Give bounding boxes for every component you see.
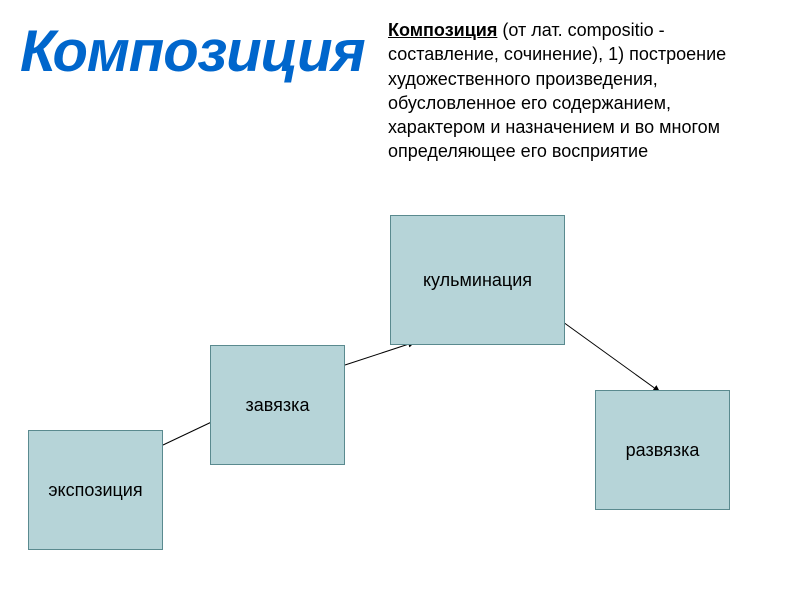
definition-body: (от лат. compositio - составление, сочин… (388, 20, 726, 161)
definition-block: Композиция (от лат. compositio - составл… (388, 18, 728, 164)
definition-term: Композиция (388, 20, 497, 40)
diagram-edge (563, 322, 660, 392)
diagram-node-label: развязка (626, 440, 700, 461)
diagram-edge (345, 342, 415, 365)
diagram-node-label: завязка (246, 395, 310, 416)
diagram-node: кульминация (390, 215, 565, 345)
diagram-node: развязка (595, 390, 730, 510)
diagram-node-label: кульминация (423, 270, 532, 291)
diagram-node-label: экспозиция (48, 480, 142, 501)
diagram-node: завязка (210, 345, 345, 465)
diagram-node: экспозиция (28, 430, 163, 550)
page-title: Композиция (20, 18, 365, 85)
